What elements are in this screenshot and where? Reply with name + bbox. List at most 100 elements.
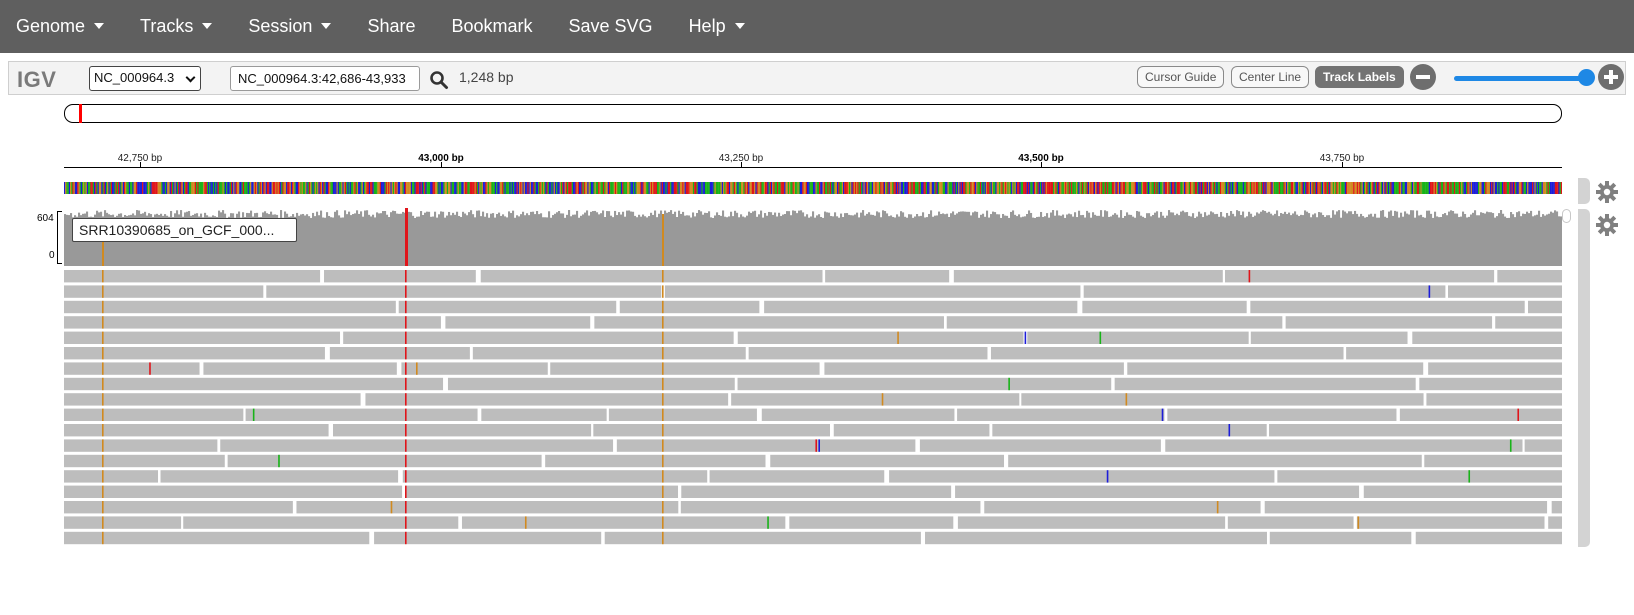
sequence-base [546, 182, 548, 194]
coverage-bar [620, 214, 623, 266]
coverage-bar [362, 216, 365, 266]
track-scroll-indicator[interactable] [1562, 209, 1571, 223]
sequence-base [331, 182, 334, 194]
gear-icon[interactable] [1595, 180, 1619, 204]
sequence-base [1480, 182, 1482, 194]
zoom-slider-handle[interactable] [1578, 69, 1595, 86]
sequence-base [1072, 182, 1074, 194]
sequence-base [1434, 182, 1437, 194]
locus-search-input[interactable]: NC_000964.3:42,686-43,933 [230, 66, 420, 91]
sequence-base [1371, 182, 1373, 194]
genome-menu[interactable]: Genome [16, 16, 105, 37]
coverage-bar [778, 212, 781, 266]
sequence-base [1385, 182, 1387, 194]
cursor-guide-button[interactable]: Cursor Guide [1137, 66, 1225, 88]
help-menu[interactable]: Help [689, 16, 745, 37]
sequence-base [138, 182, 140, 194]
sequence-base [1057, 182, 1060, 194]
sequence-base [290, 182, 293, 194]
coverage-bar [918, 216, 921, 266]
tracks-menu[interactable]: Tracks [140, 16, 213, 37]
coverage-bar [1420, 214, 1423, 266]
aligned-read [227, 454, 542, 468]
zoom-slider-track[interactable] [1454, 76, 1584, 81]
aligned-read [1082, 300, 1247, 314]
sequence-base [1487, 182, 1489, 194]
coverage-bar [684, 215, 687, 266]
sequence-base [727, 182, 730, 194]
chromosome-ideogram[interactable] [64, 104, 1562, 123]
sequence-base [725, 182, 727, 194]
sequence-base [1555, 182, 1558, 194]
alignment-track[interactable] [64, 270, 1562, 547]
reference-sequence-track[interactable] [64, 182, 1562, 194]
coverage-bar [1098, 215, 1101, 266]
sequence-base [541, 182, 544, 194]
chromosome-select[interactable]: NC_000964.3 [89, 66, 201, 91]
bookmark-menu[interactable]: Bookmark [451, 16, 532, 37]
sequence-base [1125, 182, 1127, 194]
share-menu[interactable]: Share [367, 16, 415, 37]
alignment-track-gutter[interactable] [1578, 209, 1590, 547]
coverage-bar [866, 213, 869, 266]
coverage-bar [970, 215, 973, 266]
sequence-base [825, 182, 827, 194]
sequence-base [1008, 182, 1011, 194]
sequence-base [1175, 182, 1177, 194]
sequence-base [486, 182, 488, 194]
coverage-bar [1438, 217, 1441, 266]
aligned-read [64, 347, 325, 360]
center-line-button[interactable]: Center Line [1231, 66, 1310, 88]
sequence-base [170, 182, 173, 194]
coverage-bar [540, 213, 543, 266]
sequence-track-gutter[interactable] [1578, 178, 1590, 204]
sequence-base [976, 182, 978, 194]
coverage-bar [844, 213, 847, 266]
sequence-base [370, 182, 372, 194]
track-labels-button[interactable]: Track Labels [1315, 66, 1404, 88]
sequence-base [953, 182, 955, 194]
sequence-base [995, 182, 997, 194]
sequence-base [80, 182, 83, 194]
coverage-bar [456, 211, 459, 266]
zoom-in-icon[interactable] [1598, 64, 1624, 90]
coverage-bar [738, 217, 741, 266]
read-mismatch [149, 362, 151, 375]
ruler-tick-label: 42,750 bp [117, 153, 163, 164]
coverage-bar [1074, 212, 1077, 266]
save-svg-menu[interactable]: Save SVG [569, 16, 653, 37]
coverage-bar [804, 216, 807, 266]
sequence-base [855, 182, 857, 194]
igv-navbar: IGV NC_000964.3 NC_000964.3:42,686-43,93… [8, 61, 1626, 95]
search-icon[interactable] [429, 70, 449, 90]
sequence-base [220, 182, 222, 194]
sequence-base [1291, 182, 1294, 194]
zoom-out-icon[interactable] [1410, 64, 1436, 90]
sequence-base [1248, 182, 1251, 194]
sequence-base [676, 182, 678, 194]
gear-icon[interactable] [1595, 213, 1619, 237]
sequence-base [1517, 182, 1519, 194]
coverage-bar [1428, 210, 1431, 266]
sequence-base [632, 182, 635, 194]
read-mismatch [102, 516, 104, 529]
sequence-base [1527, 182, 1529, 194]
coverage-bar [890, 215, 893, 266]
coverage-bar [1280, 213, 1283, 266]
coverage-bar [324, 217, 327, 266]
sequence-base [1095, 182, 1097, 194]
aligned-read [925, 531, 1267, 545]
sequence-base [1235, 182, 1237, 194]
sequence-base [1017, 182, 1019, 194]
coverage-bar [1534, 215, 1537, 266]
coverage-bar [1458, 217, 1461, 266]
sequence-base [269, 182, 271, 194]
coverage-bar [882, 210, 885, 266]
sequence-base [643, 182, 646, 194]
coverage-bar [856, 212, 859, 266]
session-menu[interactable]: Session [248, 16, 332, 37]
sequence-base [283, 182, 286, 194]
sequence-base [862, 182, 864, 194]
sequence-base [1409, 182, 1411, 194]
coverage-bar [672, 213, 675, 266]
